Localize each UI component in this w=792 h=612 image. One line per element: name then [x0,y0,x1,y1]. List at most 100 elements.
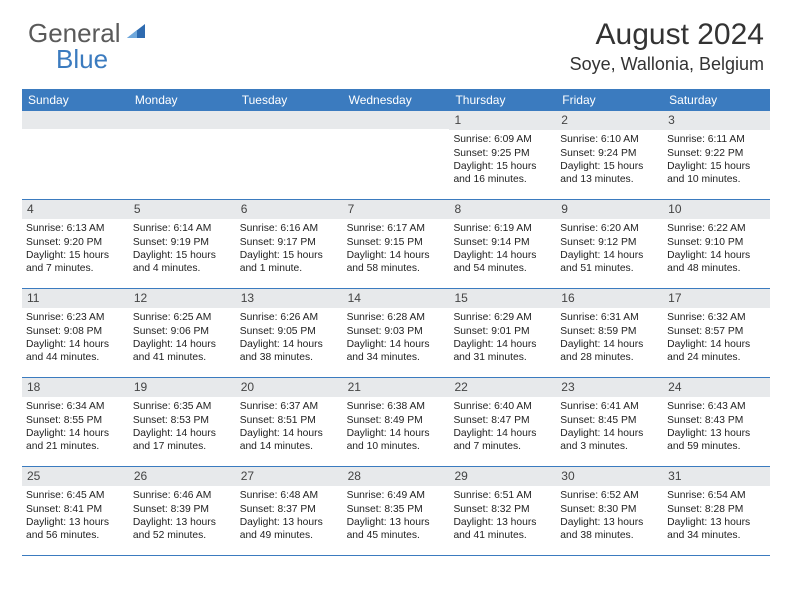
logo-triangle-icon [125,20,147,47]
daylight-text-2: and 34 minutes. [347,351,446,364]
sunrise-text: Sunrise: 6:09 AM [453,133,552,146]
daylight-text-2: and 7 minutes. [453,440,552,453]
day-cell: 1Sunrise: 6:09 AMSunset: 9:25 PMDaylight… [449,111,556,199]
day-cell: 20Sunrise: 6:37 AMSunset: 8:51 PMDayligh… [236,378,343,466]
day-cell [236,111,343,199]
daylight-text-1: Daylight: 15 hours [26,249,125,262]
daylight-text-1: Daylight: 14 hours [240,427,339,440]
sunset-text: Sunset: 8:39 PM [133,503,232,516]
sunrise-text: Sunrise: 6:16 AM [240,222,339,235]
day-number: 13 [236,289,343,308]
sunrise-text: Sunrise: 6:17 AM [347,222,446,235]
weekday-friday: Friday [556,89,663,111]
week-row: 25Sunrise: 6:45 AMSunset: 8:41 PMDayligh… [22,467,770,556]
day-cell [343,111,450,199]
daylight-text-2: and 59 minutes. [667,440,766,453]
day-number: 23 [556,378,663,397]
daylight-text-1: Daylight: 14 hours [26,338,125,351]
day-number [343,111,450,129]
weekday-saturday: Saturday [663,89,770,111]
daylight-text-1: Daylight: 14 hours [560,249,659,262]
day-cell: 5 Sunrise: 6:14 AMSunset: 9:19 PMDaylight… [129,200,236,288]
day-cell: 18Sunrise: 6:34 AMSunset: 8:55 PMDayligh… [22,378,129,466]
sunrise-text: Sunrise: 6:20 AM [560,222,659,235]
daylight-text-2: and 49 minutes. [240,529,339,542]
sunrise-text: Sunrise: 6:22 AM [667,222,766,235]
daylight-text-1: Daylight: 14 hours [453,338,552,351]
day-cell: 23Sunrise: 6:41 AMSunset: 8:45 PMDayligh… [556,378,663,466]
day-cell: 10Sunrise: 6:22 AMSunset: 9:10 PMDayligh… [663,200,770,288]
sunrise-text: Sunrise: 6:14 AM [133,222,232,235]
daylight-text-2: and 58 minutes. [347,262,446,275]
day-cell: 30Sunrise: 6:52 AMSunset: 8:30 PMDayligh… [556,467,663,555]
sunset-text: Sunset: 9:12 PM [560,236,659,249]
sunrise-text: Sunrise: 6:52 AM [560,489,659,502]
daylight-text-2: and 41 minutes. [453,529,552,542]
daylight-text-1: Daylight: 14 hours [560,427,659,440]
day-cell: 9Sunrise: 6:20 AMSunset: 9:12 PMDaylight… [556,200,663,288]
day-cell: 8Sunrise: 6:19 AMSunset: 9:14 PMDaylight… [449,200,556,288]
daylight-text-2: and 10 minutes. [347,440,446,453]
day-number: 3 [663,111,770,130]
daylight-text-2: and 41 minutes. [133,351,232,364]
sunrise-text: Sunrise: 6:13 AM [26,222,125,235]
sunset-text: Sunset: 8:43 PM [667,414,766,427]
location: Soye, Wallonia, Belgium [570,54,764,75]
daylight-text-1: Daylight: 13 hours [667,427,766,440]
daylight-text-2: and 7 minutes. [26,262,125,275]
daylight-text-1: Daylight: 15 hours [133,249,232,262]
weekday-header-row: Sunday Monday Tuesday Wednesday Thursday… [22,89,770,111]
daylight-text-1: Daylight: 14 hours [453,249,552,262]
sunrise-text: Sunrise: 6:35 AM [133,400,232,413]
calendar: Sunday Monday Tuesday Wednesday Thursday… [22,89,770,556]
week-row: 11Sunrise: 6:23 AMSunset: 9:08 PMDayligh… [22,289,770,378]
sunrise-text: Sunrise: 6:32 AM [667,311,766,324]
daylight-text-1: Daylight: 14 hours [133,338,232,351]
day-cell: 28Sunrise: 6:49 AMSunset: 8:35 PMDayligh… [343,467,450,555]
sunset-text: Sunset: 8:37 PM [240,503,339,516]
week-row: 18Sunrise: 6:34 AMSunset: 8:55 PMDayligh… [22,378,770,467]
sunset-text: Sunset: 9:10 PM [667,236,766,249]
daylight-text-1: Daylight: 13 hours [133,516,232,529]
weekday-monday: Monday [129,89,236,111]
weekday-sunday: Sunday [22,89,129,111]
sunrise-text: Sunrise: 6:41 AM [560,400,659,413]
day-cell: 24Sunrise: 6:43 AMSunset: 8:43 PMDayligh… [663,378,770,466]
day-cell: 14Sunrise: 6:28 AMSunset: 9:03 PMDayligh… [343,289,450,377]
daylight-text-1: Daylight: 14 hours [347,427,446,440]
day-cell: 26Sunrise: 6:46 AMSunset: 8:39 PMDayligh… [129,467,236,555]
daylight-text-1: Daylight: 13 hours [560,516,659,529]
sunrise-text: Sunrise: 6:37 AM [240,400,339,413]
day-cell: 19Sunrise: 6:35 AMSunset: 8:53 PMDayligh… [129,378,236,466]
day-cell: 7Sunrise: 6:17 AMSunset: 9:15 PMDaylight… [343,200,450,288]
day-number: 20 [236,378,343,397]
weekday-wednesday: Wednesday [343,89,450,111]
day-number: 19 [129,378,236,397]
sunset-text: Sunset: 9:14 PM [453,236,552,249]
sunset-text: Sunset: 9:01 PM [453,325,552,338]
weekday-thursday: Thursday [449,89,556,111]
sunrise-text: Sunrise: 6:54 AM [667,489,766,502]
day-number: 15 [449,289,556,308]
sunset-text: Sunset: 9:19 PM [133,236,232,249]
daylight-text-2: and 4 minutes. [133,262,232,275]
sunset-text: Sunset: 8:28 PM [667,503,766,516]
logo: General Blue [28,18,149,49]
day-cell: 4Sunrise: 6:13 AMSunset: 9:20 PMDaylight… [22,200,129,288]
daylight-text-2: and 3 minutes. [560,440,659,453]
sunset-text: Sunset: 9:24 PM [560,147,659,160]
sunrise-text: Sunrise: 6:19 AM [453,222,552,235]
week-row: 1Sunrise: 6:09 AMSunset: 9:25 PMDaylight… [22,111,770,200]
day-number: 5 [129,200,236,219]
day-number: 17 [663,289,770,308]
daylight-text-2: and 16 minutes. [453,173,552,186]
day-number: 29 [449,467,556,486]
sunset-text: Sunset: 8:59 PM [560,325,659,338]
day-number: 28 [343,467,450,486]
sunrise-text: Sunrise: 6:48 AM [240,489,339,502]
daylight-text-2: and 48 minutes. [667,262,766,275]
sunset-text: Sunset: 9:15 PM [347,236,446,249]
day-number: 14 [343,289,450,308]
day-cell: 11Sunrise: 6:23 AMSunset: 9:08 PMDayligh… [22,289,129,377]
day-cell: 12Sunrise: 6:25 AMSunset: 9:06 PMDayligh… [129,289,236,377]
